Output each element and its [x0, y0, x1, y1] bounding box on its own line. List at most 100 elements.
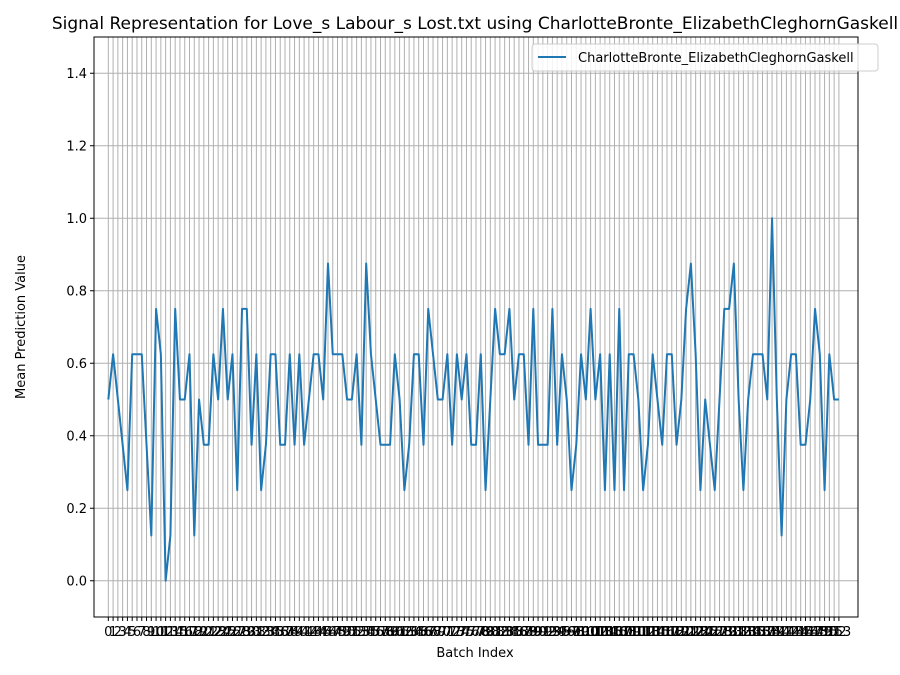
x-tick-label: 118 — [659, 625, 684, 640]
x-tick-label: 114 — [640, 625, 665, 640]
data-point — [824, 489, 826, 491]
x-tick-label: 108 — [612, 625, 637, 640]
x-tick-label: 8 — [142, 625, 150, 640]
x-tick-label: 126 — [698, 625, 723, 640]
data-point — [256, 353, 258, 355]
data-point — [809, 399, 811, 401]
data-point — [408, 444, 410, 446]
x-tick-label: 15 — [172, 625, 189, 640]
x-tick-label: 48 — [329, 625, 346, 640]
data-point — [781, 535, 783, 537]
data-point — [461, 399, 463, 401]
data-point — [136, 353, 138, 355]
x-tick-label: 59 — [382, 625, 399, 640]
x-tick-label: 7 — [138, 625, 146, 640]
data-point — [275, 353, 277, 355]
x-tick-label: 141 — [769, 625, 794, 640]
data-point — [790, 353, 792, 355]
x-tick-label: 70 — [434, 625, 451, 640]
data-point — [127, 489, 129, 491]
data-point — [122, 444, 124, 446]
data-point — [413, 353, 415, 355]
data-point — [174, 308, 176, 310]
x-tick-label: 106 — [602, 625, 627, 640]
x-tick-label: 134 — [736, 625, 761, 640]
x-tick-label: 146 — [793, 625, 818, 640]
data-point — [704, 399, 706, 401]
data-point — [193, 535, 195, 537]
x-tick-label: 9 — [147, 625, 155, 640]
data-point — [814, 308, 816, 310]
x-tick-label: 60 — [387, 625, 404, 640]
data-point — [504, 353, 506, 355]
x-tick-label: 107 — [607, 625, 632, 640]
data-point — [384, 444, 386, 446]
x-tick-label: 112 — [631, 625, 656, 640]
data-point — [552, 308, 554, 310]
x-tick-label: 31 — [248, 625, 265, 640]
x-tick-label: 140 — [764, 625, 789, 640]
data-point — [236, 489, 238, 491]
y-axis-label: Mean Prediction Value — [14, 255, 29, 399]
data-point — [623, 489, 625, 491]
data-point — [685, 308, 687, 310]
data-point — [666, 353, 668, 355]
x-tick-label: 46 — [320, 625, 337, 640]
x-tick-label: 33 — [258, 625, 275, 640]
data-point — [757, 353, 759, 355]
x-tick-label: 100 — [573, 625, 598, 640]
data-point — [342, 353, 344, 355]
x-tick-label: 150 — [812, 625, 837, 640]
x-tick-label: 41 — [296, 625, 313, 640]
data-point — [681, 399, 683, 401]
x-tick-label: 104 — [593, 625, 618, 640]
data-point — [738, 399, 740, 401]
x-tick-label: 113 — [635, 625, 660, 640]
data-point — [117, 399, 119, 401]
data-point — [318, 353, 320, 355]
x-tick-label: 86 — [511, 625, 528, 640]
data-point — [389, 444, 391, 446]
data-point — [657, 399, 659, 401]
data-point — [795, 353, 797, 355]
x-tick-label: 138 — [755, 625, 780, 640]
data-point — [728, 308, 730, 310]
x-tick-label: 43 — [305, 625, 322, 640]
x-tick-label: 92 — [539, 625, 556, 640]
x-tick-label: 45 — [315, 625, 332, 640]
x-tick-label: 110 — [621, 625, 646, 640]
data-point — [284, 444, 286, 446]
x-tick-label: 103 — [588, 625, 613, 640]
x-tick-label: 149 — [807, 625, 832, 640]
x-tick-label: 122 — [678, 625, 703, 640]
data-point — [203, 444, 205, 446]
x-tick-label: 128 — [707, 625, 732, 640]
x-tick-label: 115 — [645, 625, 670, 640]
data-point — [456, 353, 458, 355]
x-tick-label: 38 — [282, 625, 299, 640]
data-point — [356, 353, 358, 355]
data-point — [232, 353, 234, 355]
data-point — [513, 399, 515, 401]
x-tick-label: 94 — [549, 625, 566, 640]
x-tick-label: 6 — [133, 625, 141, 640]
data-point — [270, 353, 272, 355]
x-tick-label: 143 — [779, 625, 804, 640]
data-point — [585, 399, 587, 401]
x-tick-label: 153 — [826, 625, 851, 640]
x-axis-ticks: 0123456789101112131415161718192021222324… — [104, 617, 851, 640]
x-tick-label: 56 — [367, 625, 384, 640]
data-point — [647, 444, 649, 446]
x-tick-label: 47 — [324, 625, 341, 640]
data-point — [265, 444, 267, 446]
data-point — [671, 353, 673, 355]
x-tick-label: 16 — [176, 625, 193, 640]
data-point — [609, 353, 611, 355]
data-point — [676, 444, 678, 446]
data-point — [509, 308, 511, 310]
x-tick-label: 147 — [798, 625, 823, 640]
data-point — [375, 399, 377, 401]
data-point — [599, 353, 601, 355]
data-point — [556, 444, 558, 446]
